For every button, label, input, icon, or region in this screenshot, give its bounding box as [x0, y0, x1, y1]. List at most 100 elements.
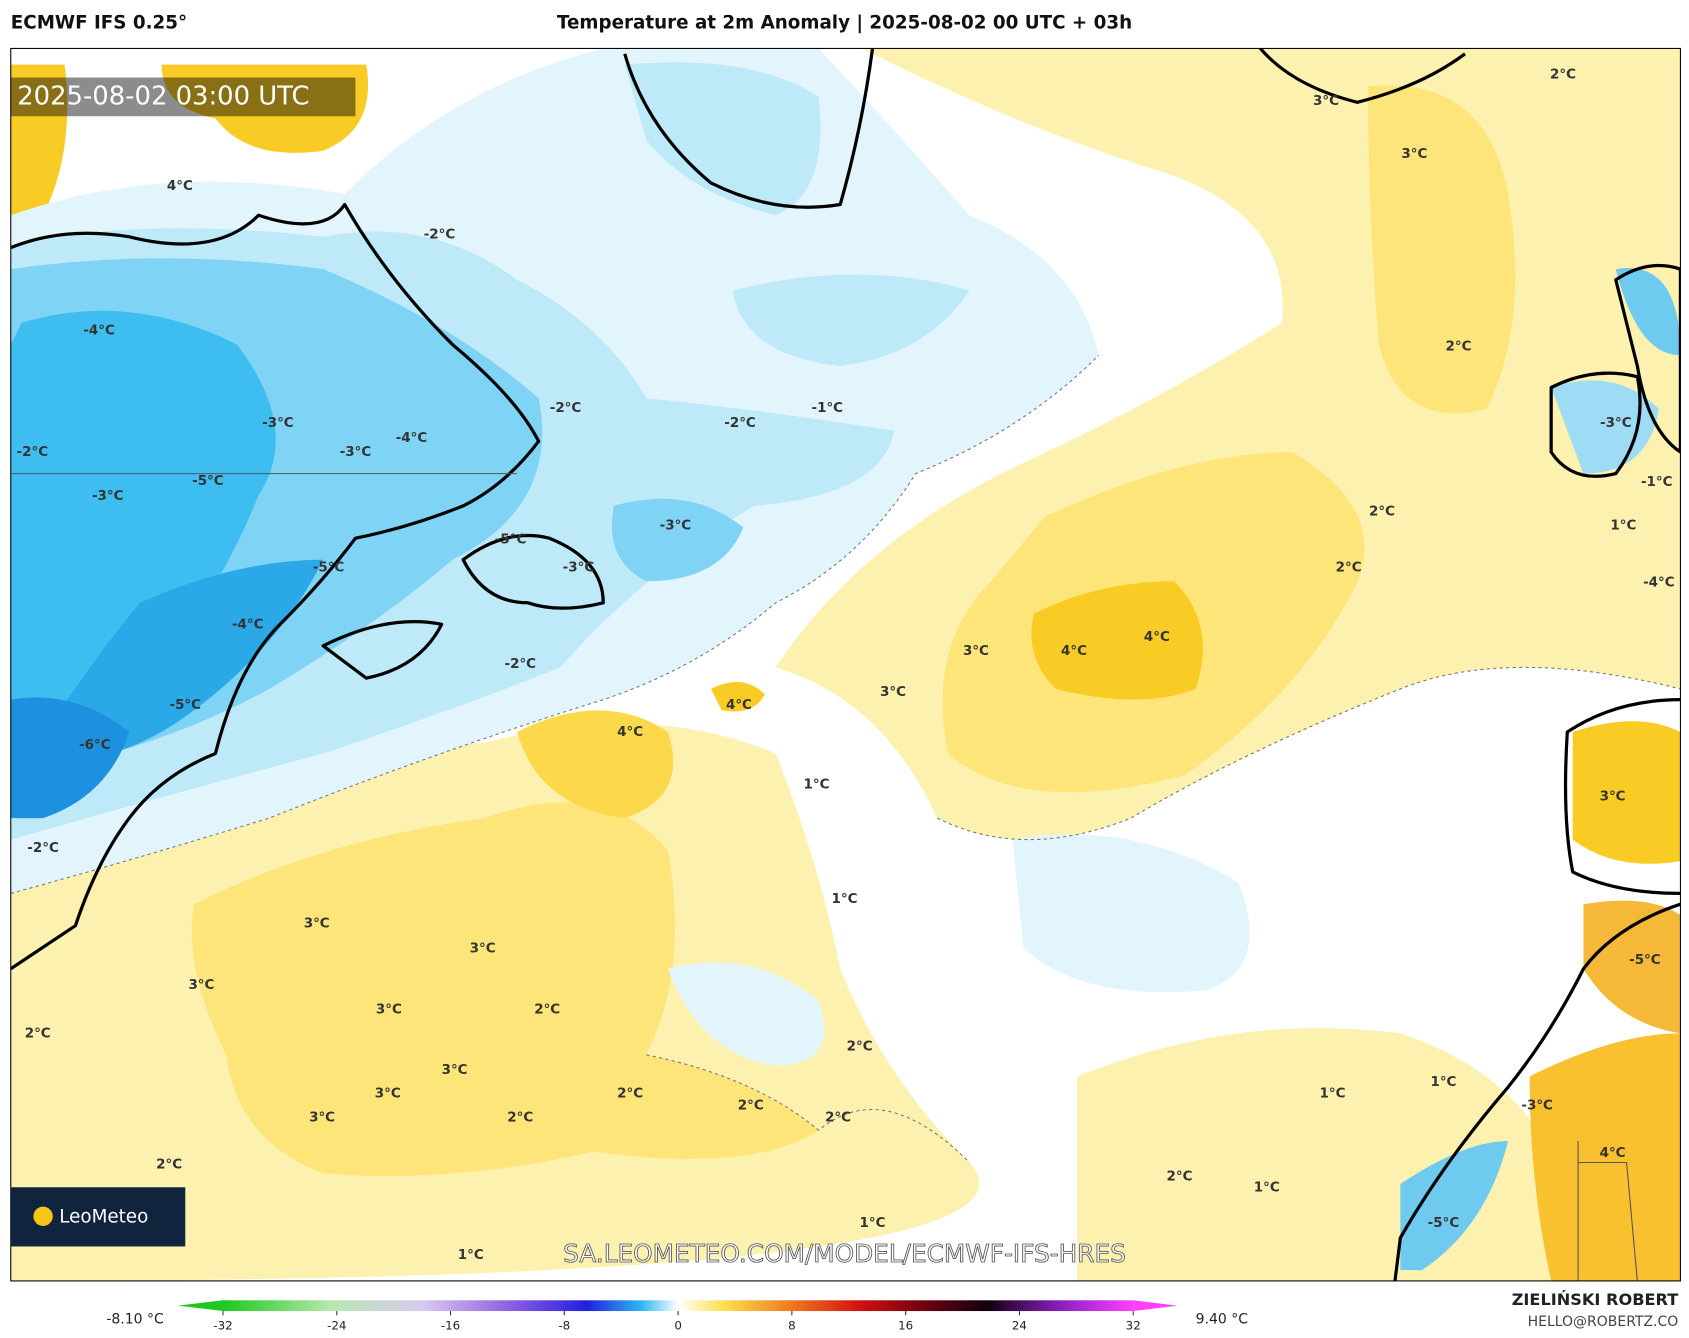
- contour-label: 1°C: [1254, 1180, 1280, 1195]
- border-line: [10, 473, 1638, 1281]
- contour-label: 2°C: [617, 1087, 643, 1102]
- contour-label: 2°C: [1550, 67, 1576, 82]
- contour-label: 3°C: [442, 1063, 468, 1078]
- contour-label: 4°C: [726, 698, 752, 713]
- contour-label: -5°C: [169, 698, 201, 713]
- contour-label: 3°C: [1313, 94, 1339, 109]
- contour-label: -3°C: [1600, 416, 1632, 431]
- contour-label: 4°C: [1061, 644, 1087, 659]
- colorbar-tick-label: 32: [1126, 1319, 1141, 1333]
- logo-sun: [33, 1206, 53, 1227]
- contour-label: 3°C: [376, 1003, 402, 1018]
- colorbar-tick-label: -24: [327, 1319, 346, 1333]
- contour-label: -1°C: [812, 401, 844, 416]
- anomaly-area: [624, 62, 821, 216]
- timestamp-box: [10, 77, 356, 117]
- contour-label: -6°C: [79, 738, 111, 753]
- anomaly-area: [1615, 268, 1681, 356]
- colorbar-tick-label: -8: [558, 1319, 570, 1333]
- contour-label: 1°C: [860, 1216, 886, 1231]
- contour-label: -3°C: [92, 489, 124, 504]
- anomaly-area: [1529, 1033, 1681, 1281]
- timestamp: 2025-08-02 03:00 UTC: [17, 81, 309, 111]
- contour-label: 3°C: [1600, 790, 1626, 805]
- contour-label: 3°C: [963, 644, 989, 659]
- anomaly-area: [732, 274, 970, 366]
- colorbar-tick-label: -32: [213, 1319, 232, 1333]
- anomaly-area: [161, 64, 369, 153]
- anomaly-area: [10, 310, 276, 754]
- contour-label: -2°C: [550, 401, 582, 416]
- coastline: [623, 48, 875, 209]
- contour-label: 2°C: [534, 1003, 560, 1018]
- anomaly-area: [1551, 380, 1659, 474]
- contour-label: 2°C: [1336, 560, 1362, 575]
- model-name: ECMWF IFS 0.25°: [11, 13, 187, 34]
- contour-label: 3°C: [188, 978, 214, 993]
- contour-label: 2°C: [1167, 1170, 1193, 1185]
- contour-label: -2°C: [724, 416, 756, 431]
- watermark: SA.LEOMETEO.COM/MODEL/ECMWF-IFS-HRES: [563, 1239, 1126, 1268]
- contour-label: 3°C: [1401, 147, 1427, 162]
- colorbar: -8.10 °C 9.40 °C -32 -24 -16 -8 0 8 16 24 32: [106, 1300, 1248, 1333]
- contour-label: 2°C: [1446, 340, 1472, 355]
- contour-label: 2°C: [738, 1098, 764, 1113]
- contour-label: 4°C: [1600, 1146, 1626, 1161]
- anomaly-area: [10, 697, 130, 819]
- contour-label: -1°C: [1641, 475, 1673, 490]
- contour-label: 1°C: [1430, 1075, 1456, 1090]
- anomaly-area: [1031, 581, 1203, 700]
- colorbar-min: -8.10 °C: [106, 1312, 163, 1328]
- contour-label: 1°C: [832, 892, 858, 907]
- coastline: [10, 202, 541, 971]
- contour-label: 4°C: [167, 179, 193, 194]
- contour-label: 3°C: [309, 1110, 335, 1125]
- colorbar-tick-label: 24: [1012, 1319, 1027, 1333]
- anomaly-area: [1583, 900, 1681, 1034]
- contour-label: 2°C: [1369, 504, 1395, 519]
- contour-line: [936, 666, 1681, 841]
- colorbar-tick-label: 8: [788, 1319, 796, 1333]
- coastline: [321, 620, 444, 680]
- contour-label: -3°C: [340, 445, 372, 460]
- contour-label: 2°C: [156, 1158, 182, 1173]
- contact: HELLO@ROBERTZ.CO: [1528, 1314, 1679, 1330]
- anomaly-area: [1368, 85, 1516, 414]
- map: [10, 48, 1681, 1281]
- contour-label: -2°C: [424, 228, 456, 243]
- label-layer: 4°C -2°C -4°C -3°C -4°C -3°C -2°C -5°C -3°C -2°C -…: [17, 67, 1675, 1263]
- contour-line: [646, 1054, 970, 1163]
- contour-label: -5°C: [495, 532, 527, 547]
- contour-label: -2°C: [27, 841, 59, 856]
- contour-label: -2°C: [17, 445, 49, 460]
- contour-label: -3°C: [262, 416, 294, 431]
- anomaly-area: [1012, 834, 1250, 993]
- contour-label: -3°C: [1521, 1098, 1553, 1113]
- anomaly-area: [1572, 721, 1681, 864]
- contour-label: -3°C: [563, 560, 595, 575]
- contour-label: 3°C: [304, 917, 330, 932]
- coastline: [461, 534, 605, 610]
- anomaly-area: [191, 802, 819, 1176]
- logo-text: LeoMeteo: [59, 1206, 148, 1227]
- colorbar-bar: [222, 1300, 1134, 1312]
- contour-label: 2°C: [507, 1110, 533, 1125]
- anomaly-area: [32, 559, 324, 759]
- anomaly-area: [710, 681, 765, 712]
- coastline: [1393, 902, 1681, 1281]
- coastline: [1563, 698, 1681, 896]
- colorbar-tick-label: -16: [441, 1319, 460, 1333]
- colorbar-tick-label: 16: [898, 1319, 913, 1333]
- contour-label: 3°C: [375, 1087, 401, 1102]
- map-title: Temperature at 2m Anomaly | 2025-08-02 0…: [557, 13, 1132, 34]
- contour-label: -2°C: [505, 657, 537, 672]
- contour-label: -5°C: [192, 474, 224, 489]
- anomaly-area: [10, 64, 68, 216]
- contour-label: 4°C: [1144, 630, 1170, 645]
- contour-label: 3°C: [470, 941, 496, 956]
- contour-label: 1°C: [804, 778, 830, 793]
- contour-label: 4°C: [617, 725, 643, 740]
- anomaly-area: [611, 498, 744, 582]
- colorbar-arrow: [177, 1300, 223, 1312]
